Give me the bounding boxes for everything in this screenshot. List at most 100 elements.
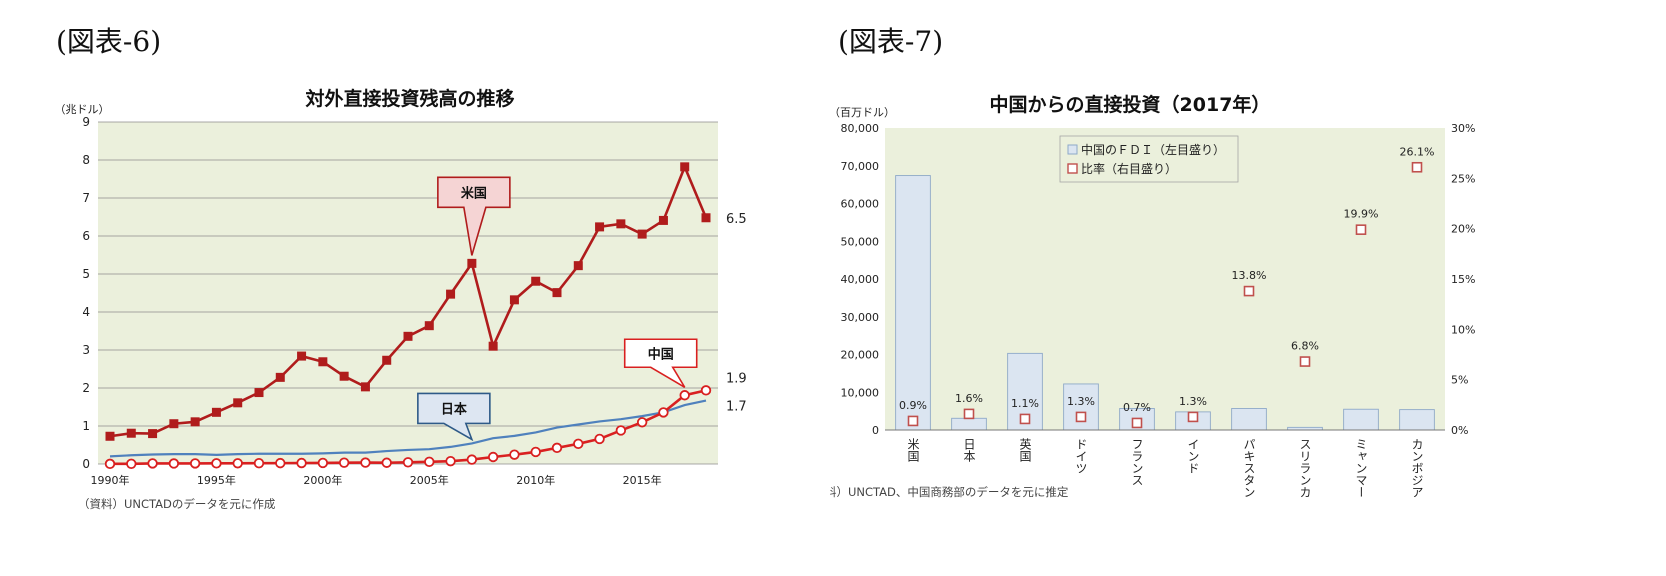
category-label: 英国 xyxy=(1018,438,1032,462)
legend-label-ratio: 比率（右目盛り） xyxy=(1081,161,1177,176)
china-marker xyxy=(275,457,286,469)
chart-title: 対外直接投資残高の推移 xyxy=(304,87,514,110)
y-tick-label: 70,000 xyxy=(841,160,880,173)
fdi-bar xyxy=(1231,408,1267,431)
ratio-marker xyxy=(1131,417,1143,429)
ratio-marker xyxy=(1187,411,1199,423)
legend-box xyxy=(1059,135,1239,183)
y-tick-label: 0 xyxy=(872,424,879,437)
x-axis-ticks: 1990年 1995年 2000年 2005年 2010年 2015年 xyxy=(91,473,662,487)
us-marker xyxy=(595,222,605,232)
china-marker xyxy=(573,438,584,450)
us-marker xyxy=(339,371,349,381)
y-tick-label: 10,000 xyxy=(841,386,880,399)
fdi-bar xyxy=(1399,409,1435,431)
legend-swatch-fdi xyxy=(1067,144,1078,155)
left-axis-ticks: 0 10,000 20,000 30,000 40,000 50,000 60,000 70,… xyxy=(841,122,880,437)
ratio-data-label: 1.6% xyxy=(955,392,983,405)
end-labels: 1.7 6.5 1.9 xyxy=(726,212,747,415)
china-marker xyxy=(487,451,499,463)
callout-label: 中国 xyxy=(648,346,674,362)
y2-tick-label: 30% xyxy=(1451,122,1475,135)
callout-box xyxy=(623,338,698,388)
y-axis-unit: （兆ドル） xyxy=(60,103,110,116)
china-marker xyxy=(700,385,712,396)
y2-tick-label: 0% xyxy=(1451,424,1468,437)
us-marker xyxy=(616,219,626,229)
china-marker xyxy=(636,417,648,428)
ratio-data-label: 19.9% xyxy=(1344,208,1379,221)
category-label: カンボジア xyxy=(1410,438,1424,498)
china-marker xyxy=(424,456,435,468)
china-marker xyxy=(615,425,627,436)
ratio-data-label: 1.3% xyxy=(1179,395,1207,408)
right-axis-ticks: 0% 5% 10% 15% 20% 25% 30% xyxy=(1451,122,1475,437)
us-marker xyxy=(190,417,200,427)
china-marker xyxy=(296,457,307,469)
category-label: パキスタン xyxy=(1242,438,1256,498)
us-marker xyxy=(382,355,392,365)
source-note: （資料）UNCTAD、中国商務部のデータを元に推定 xyxy=(830,485,1069,499)
us-marker xyxy=(509,295,519,305)
ratio-data-label: 0.9% xyxy=(899,399,927,412)
legend-swatch-ratio xyxy=(1067,163,1078,174)
category-label: 日本 xyxy=(962,438,976,463)
ratio-marker xyxy=(1299,356,1311,367)
y-tick-label: 50,000 xyxy=(841,235,880,248)
callout-label: 日本 xyxy=(441,401,467,417)
y-tick-label: 3 xyxy=(82,343,90,357)
ratio-data-label: 13.8% xyxy=(1232,269,1267,282)
y-tick-label: 80,000 xyxy=(841,122,880,135)
china-marker xyxy=(509,449,520,460)
ratio-marker xyxy=(1019,413,1031,425)
ratio-data-label: 0.7% xyxy=(1123,401,1151,414)
category-label: ドイツ xyxy=(1074,438,1088,474)
china-marker xyxy=(189,458,201,469)
china-marker xyxy=(360,457,371,468)
y-tick-label: 5 xyxy=(82,267,90,281)
y-tick-label: 30,000 xyxy=(841,311,880,324)
y-tick-label: 4 xyxy=(82,305,90,319)
x-tick-label: 2005年 xyxy=(410,473,449,487)
us-marker xyxy=(552,288,562,298)
series-end-label: 6.5 xyxy=(726,212,747,227)
fdi-bar xyxy=(1063,383,1099,431)
y2-tick-label: 25% xyxy=(1451,172,1475,185)
figure-7-label: (図表-7) xyxy=(838,25,944,58)
us-marker xyxy=(105,431,115,441)
y-axis-unit: （百万ドル） xyxy=(830,106,895,119)
callout-box xyxy=(417,392,491,442)
us-marker xyxy=(488,341,498,351)
fdi-bar xyxy=(951,417,987,431)
us-marker xyxy=(680,162,690,172)
china-marker xyxy=(402,457,414,468)
category-label: ミャンマー xyxy=(1354,438,1368,498)
us-marker xyxy=(403,331,413,341)
china-marker xyxy=(551,442,563,454)
y2-tick-label: 10% xyxy=(1451,323,1475,336)
ratio-data-label: 1.1% xyxy=(1011,397,1039,410)
fdi-bars xyxy=(885,175,1445,431)
china-marker xyxy=(338,457,350,468)
china-marker xyxy=(147,458,158,469)
y-tick-label: 0 xyxy=(82,457,90,471)
china-marker xyxy=(211,458,222,469)
china-marker xyxy=(232,458,243,469)
china-marker xyxy=(530,446,541,458)
y2-tick-label: 15% xyxy=(1451,273,1475,286)
series-layer xyxy=(104,162,712,470)
ratio-marker xyxy=(1355,224,1367,235)
y-tick-label: 7 xyxy=(82,191,90,205)
y-tick-label: 1 xyxy=(82,419,90,433)
x-tick-label: 1995年 xyxy=(197,473,236,487)
y-tick-label: 9 xyxy=(82,115,90,129)
us-marker xyxy=(446,289,456,299)
y-tick-label: 8 xyxy=(82,153,90,167)
y2-tick-label: 20% xyxy=(1451,223,1475,236)
china-marker xyxy=(126,458,137,470)
y2-tick-label: 5% xyxy=(1451,374,1468,387)
us-marker xyxy=(318,357,328,367)
y-tick-label: 20,000 xyxy=(841,349,880,362)
series-end-label: 1.9 xyxy=(726,371,747,386)
y-tick-label: 6 xyxy=(82,229,90,243)
